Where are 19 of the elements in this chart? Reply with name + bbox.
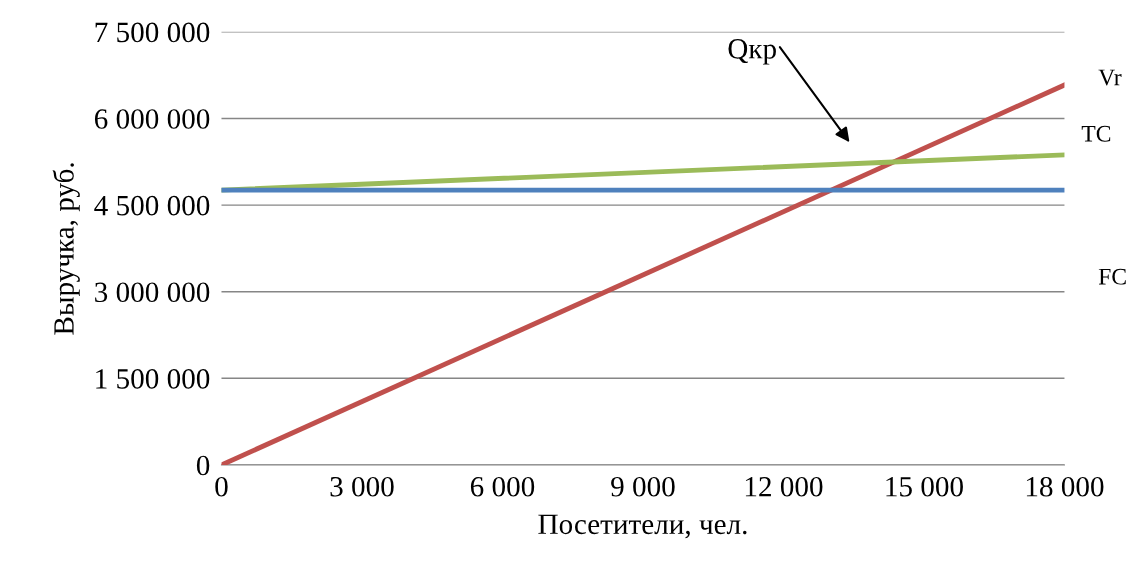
x-tick-label: 9 000 — [611, 476, 675, 497]
x-tick-label: 15 000 — [886, 476, 963, 497]
x-tick-label: 0 — [215, 476, 228, 497]
y-tick-label: 1 500 000 — [96, 369, 210, 389]
series-label: TC — [1081, 125, 1111, 142]
x-tick-label: 12 000 — [745, 476, 823, 497]
y-axis-title: Выручка, руб. — [52, 163, 80, 335]
x-tick-label: 6 000 — [470, 476, 535, 497]
y-tick-label: 3 000 000 — [95, 282, 210, 303]
text: FC — [1098, 268, 1126, 285]
y-tick-label: 7 500 000 — [95, 22, 210, 43]
x-tick-label: 18 000 — [1026, 476, 1104, 497]
y-tick-label: 6 000 000 — [94, 109, 210, 129]
x-axis-title: Посетители, чел. — [538, 514, 747, 539]
annotation: Qкр — [728, 39, 776, 65]
y-tick-label: 4 500 000 — [94, 195, 210, 216]
y-tick-label: 0 — [196, 455, 210, 476]
x-tick-label: 3 000 — [330, 476, 394, 497]
series-label: Vr — [1098, 69, 1122, 86]
